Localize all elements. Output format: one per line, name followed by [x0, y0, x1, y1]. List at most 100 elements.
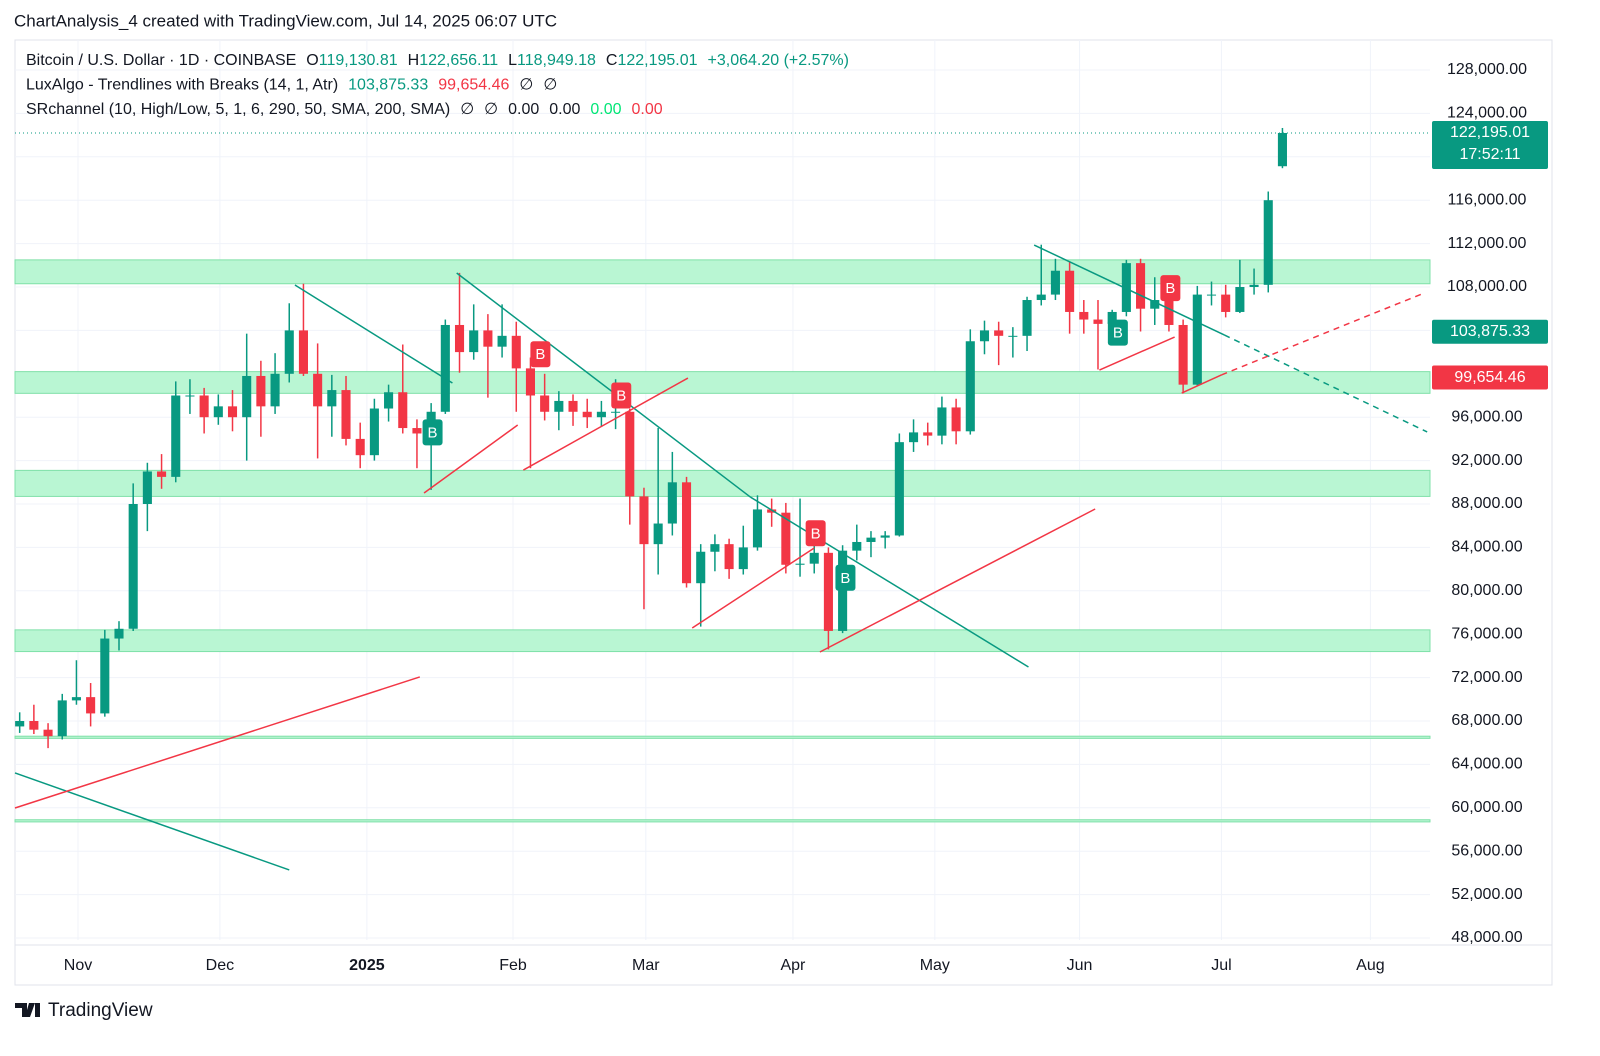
trendline [423, 424, 519, 494]
candle-body [199, 395, 209, 418]
candle-body [866, 537, 876, 542]
legend-value: 118,949.18 [517, 52, 596, 69]
candle-body [795, 563, 805, 565]
candle-body [157, 471, 167, 477]
candle-body [469, 330, 479, 353]
brand-logo [15, 1003, 40, 1017]
candle-body [313, 373, 323, 407]
break-marker [530, 341, 551, 368]
break-marker-label: B [1113, 325, 1123, 342]
brand: TradingView [48, 1000, 153, 1021]
x-tick-label: Jul [1211, 957, 1231, 974]
candle-body [738, 547, 748, 570]
candle-body [355, 438, 365, 456]
sr-zone [14, 629, 1431, 653]
break-marker-label: B [840, 570, 850, 587]
legend-row: Bitcoin / U.S. Dollar · 1D · COINBASE O11… [26, 52, 849, 69]
caption: ChartAnalysis_4 created with TradingView… [14, 11, 557, 30]
trendline [456, 272, 751, 498]
candle-body [454, 324, 465, 353]
candle-body [213, 406, 223, 418]
legend-value: Bitcoin / U.S. Dollar · 1D · COINBASE [26, 52, 296, 69]
y-tick-label: 72,000.00 [1451, 669, 1522, 686]
legend-value: 0.00 [590, 101, 621, 118]
candle-body [1065, 270, 1075, 312]
candle-body [284, 330, 294, 374]
candle-body [185, 395, 195, 397]
candle-body [1192, 294, 1202, 385]
candle-body [923, 432, 933, 436]
trendline [1033, 244, 1225, 336]
candle-body [1206, 294, 1217, 296]
candle-body [1050, 270, 1060, 295]
legend-key: H [408, 52, 420, 69]
candle-body [270, 373, 280, 407]
legend-value: +3,064.20 (+2.57%) [708, 52, 849, 69]
candle-body [100, 638, 110, 714]
trendline [14, 772, 290, 871]
candle-body [412, 428, 422, 434]
candle-body [86, 697, 96, 714]
y-tick-label: 96,000.00 [1451, 408, 1522, 425]
candle-body [1178, 324, 1188, 385]
y-tick-label: 112,000.00 [1448, 235, 1527, 252]
candle-body [554, 400, 564, 412]
candle-body [852, 541, 862, 551]
break-marker [835, 564, 856, 591]
candle-body [681, 482, 692, 584]
x-tick-label: Dec [206, 957, 234, 974]
trendline [523, 377, 689, 471]
break-marker [422, 419, 443, 446]
y-tick-label: 52,000.00 [1451, 886, 1522, 903]
y-tick-label: 48,000.00 [1451, 929, 1522, 946]
x-tick-label: Jun [1067, 957, 1093, 974]
x-tick-label: Aug [1356, 957, 1384, 974]
candle-body [341, 390, 351, 439]
x-tick-label: May [920, 957, 950, 974]
x-tick-label: Feb [499, 957, 527, 974]
candle-body [525, 368, 536, 396]
candle-body [696, 551, 706, 584]
price-tag [1432, 365, 1548, 390]
candle-body [1136, 263, 1146, 309]
legend-key: L [508, 52, 517, 69]
candle-body [398, 392, 408, 429]
candle-body [653, 523, 663, 545]
trendline [1099, 336, 1175, 371]
y-tick-label: 64,000.00 [1451, 756, 1522, 773]
candle-body [171, 395, 181, 477]
candle-body [29, 721, 39, 730]
countdown: 17:52:11 [1459, 146, 1520, 163]
legend-row: SRchannel (10, High/Low, 5, 1, 6, 290, 5… [26, 101, 663, 118]
y-tick-label: 124,000.00 [1447, 105, 1527, 122]
candle-body [440, 324, 450, 412]
price-tag-label: 103,875.33 [1450, 323, 1530, 340]
candle-body [1008, 335, 1018, 337]
break-marker-label: B [811, 525, 821, 542]
candle-body [57, 700, 67, 737]
candle-body [540, 395, 550, 412]
legend-value: 122,195.01 [617, 52, 697, 69]
y-tick-label: 88,000.00 [1451, 495, 1522, 512]
candle-body [767, 509, 777, 513]
break-marker [1107, 319, 1128, 346]
price-tag-label: 122,195.01 [1450, 124, 1530, 141]
sr-zone [14, 469, 1431, 497]
candle-body [256, 375, 266, 407]
legend-value: SRchannel (10, High/Low, 5, 1, 6, 290, 5… [26, 101, 450, 118]
candle-body [369, 408, 379, 456]
candle-body [667, 482, 677, 524]
frame [14, 39, 1553, 986]
trendline [1181, 374, 1222, 394]
candle-body [979, 330, 990, 342]
candle-body [1263, 200, 1273, 285]
legend-value: 99,654.46 [438, 77, 509, 94]
y-tick-label: 84,000.00 [1451, 539, 1522, 556]
sr-zone [14, 371, 1431, 394]
candle-body [384, 392, 394, 409]
y-tick-label: 128,000.00 [1447, 61, 1527, 78]
legend-value: 0.00 [632, 101, 663, 118]
candle-body [1079, 311, 1089, 320]
price-tag-label: 99,654.46 [1454, 369, 1525, 386]
trendline [1221, 292, 1425, 376]
